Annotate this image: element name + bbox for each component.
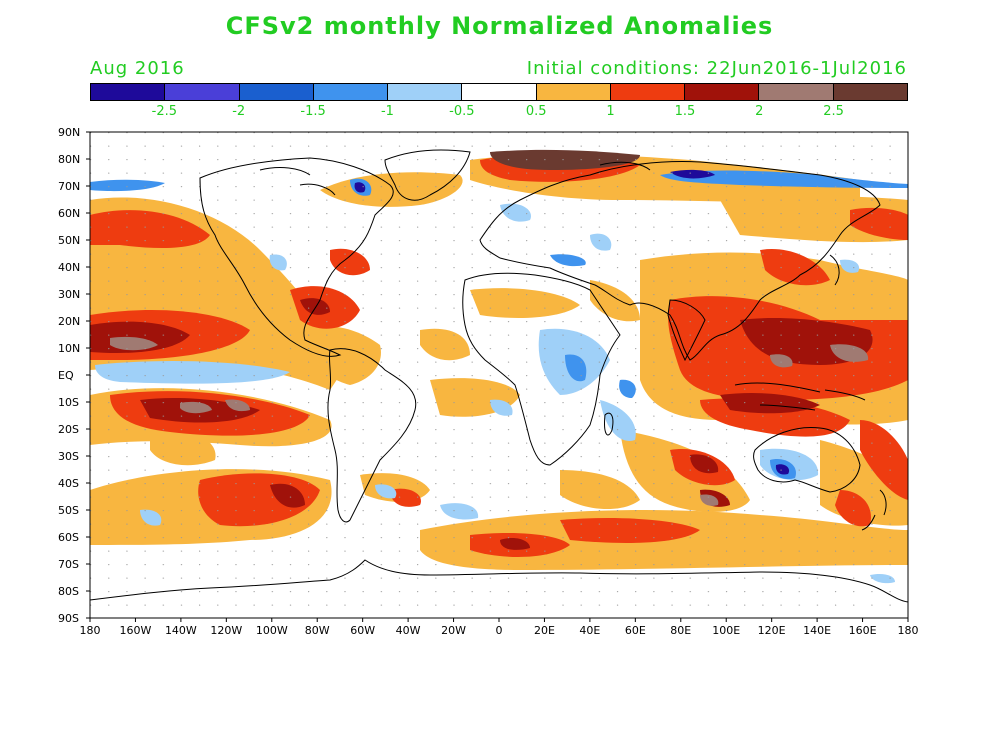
latitude-label: 30N [58, 288, 81, 301]
longitude-label: 80E [670, 624, 692, 637]
latitude-label: 40N [58, 261, 81, 274]
latitude-label: EQ [58, 369, 74, 382]
legend-tick-label: -2 [232, 104, 246, 119]
legend-tick-label: 0.5 [525, 104, 547, 119]
legend-color-box [313, 84, 389, 100]
forecast-month-label: Aug 2016 [90, 58, 185, 79]
latitude-label: 10S [58, 396, 79, 409]
legend-color-box [462, 84, 537, 100]
latitude-label: 10N [58, 342, 81, 355]
initial-conditions-label: Initial conditions: 22Jun2016-1Jul2016 [526, 58, 907, 79]
latitude-label: 30S [58, 450, 79, 463]
latitude-label: 90N [58, 126, 81, 139]
latitude-label: 70S [58, 558, 79, 571]
longitude-label: 180 [79, 624, 101, 637]
legend-color-box [165, 84, 240, 100]
latitude-label: 50N [58, 234, 81, 247]
latitude-label: 80N [58, 153, 81, 166]
longitude-label: 160E [848, 624, 877, 637]
latitude-label: 60S [58, 531, 79, 544]
longitude-label: 60E [624, 624, 646, 637]
axis-ticks [86, 131, 909, 622]
latitude-label: 90S [58, 612, 79, 625]
longitude-label: 180 [897, 624, 919, 637]
longitude-label: 120W [210, 624, 243, 637]
longitude-label: 100W [255, 624, 288, 637]
coastlines [89, 149, 909, 603]
longitude-label: 100E [712, 624, 741, 637]
legend-color-box [388, 84, 463, 100]
longitude-label: 40W [395, 624, 421, 637]
legend-tick-label: -1 [380, 104, 394, 119]
legend-color-box [833, 84, 907, 100]
latitude-label: 70N [58, 180, 81, 193]
legend-tick-label: -1.5 [300, 104, 326, 119]
legend-color-box [91, 84, 166, 100]
longitude-label: 80W [304, 624, 330, 637]
latitude-label: 80S [58, 585, 79, 598]
legend-tick-label: 2.5 [823, 104, 844, 119]
latitude-label: 40S [58, 477, 79, 490]
latitude-label: 60N [58, 207, 81, 220]
legend-tick-label: 1 [606, 104, 615, 119]
latitude-label: 20S [58, 423, 79, 436]
longitude-label: 160W [119, 624, 152, 637]
longitude-label: 140W [164, 624, 197, 637]
legend-color-box [536, 84, 611, 100]
longitude-label: 120E [757, 624, 786, 637]
color-legend-bar [90, 83, 908, 101]
legend-tick-label: 2 [755, 104, 764, 119]
longitude-label: 60W [350, 624, 376, 637]
legend-tick-label: -2.5 [151, 104, 178, 119]
legend-color-box [685, 84, 760, 100]
longitude-label: 20W [441, 624, 466, 637]
longitude-label: 20E [533, 624, 555, 637]
map-title: CFSv2 monthly Normalized Anomalies [225, 12, 774, 40]
longitude-label: 140E [803, 624, 832, 637]
longitude-label: 0 [495, 624, 503, 637]
latitude-label: 50S [58, 504, 79, 517]
legend-tick-label: 1.5 [674, 104, 696, 119]
legend-tick-label: -0.5 [449, 104, 475, 119]
map-grid-dots [90, 132, 908, 618]
legend-color-box [759, 84, 834, 100]
legend-color-box [239, 84, 314, 100]
latitude-label: 20N [58, 315, 81, 328]
longitude-label: 40E [579, 624, 601, 637]
legend-color-box [610, 84, 686, 100]
